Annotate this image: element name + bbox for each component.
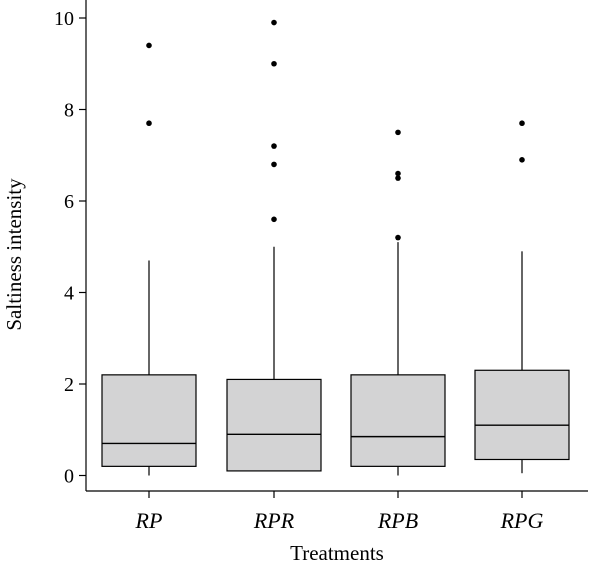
outlier-point: [146, 42, 152, 49]
outlier-point: [271, 161, 277, 168]
box-rpr: [226, 19, 322, 472]
iqr-box: [226, 378, 322, 472]
outlier-point: [146, 120, 152, 127]
boxes: [101, 19, 570, 476]
y-tick-label: 8: [64, 100, 74, 122]
y-tick-label: 10: [54, 8, 74, 30]
outlier-point: [519, 157, 525, 163]
outlier-point: [519, 120, 525, 127]
outlier-point: [271, 19, 277, 26]
box-rpb: [350, 129, 446, 476]
iqr-box: [101, 374, 197, 467]
outlier-point: [271, 60, 277, 67]
x-tick-label: RP: [135, 508, 163, 533]
axes: [85, 0, 588, 492]
box-rp: [101, 42, 197, 476]
y-tick-label: 2: [64, 374, 74, 396]
y-ticks: 0 2 4 6 8 10: [54, 8, 86, 488]
x-axis-title: Treatments: [290, 541, 384, 565]
y-tick-label: 0: [64, 466, 74, 488]
outlier-point: [395, 129, 401, 136]
y-tick-label: 4: [64, 283, 74, 305]
outlier-point: [271, 143, 277, 149]
outlier-point: [395, 170, 401, 177]
x-tick-label: RPG: [500, 508, 544, 533]
iqr-box: [350, 374, 446, 467]
outlier-point: [271, 216, 277, 223]
y-tick-label: 6: [64, 191, 74, 213]
x-ticks: RP RPR RPB RPG: [135, 491, 544, 533]
y-axis-title: Saltiness intensity: [2, 178, 26, 331]
iqr-box: [474, 369, 570, 461]
x-tick-label: RPB: [377, 508, 418, 533]
box-rpg: [474, 120, 570, 474]
outlier-point: [395, 234, 401, 241]
x-tick-label: RPR: [253, 508, 295, 533]
outlier-point: [395, 175, 401, 181]
